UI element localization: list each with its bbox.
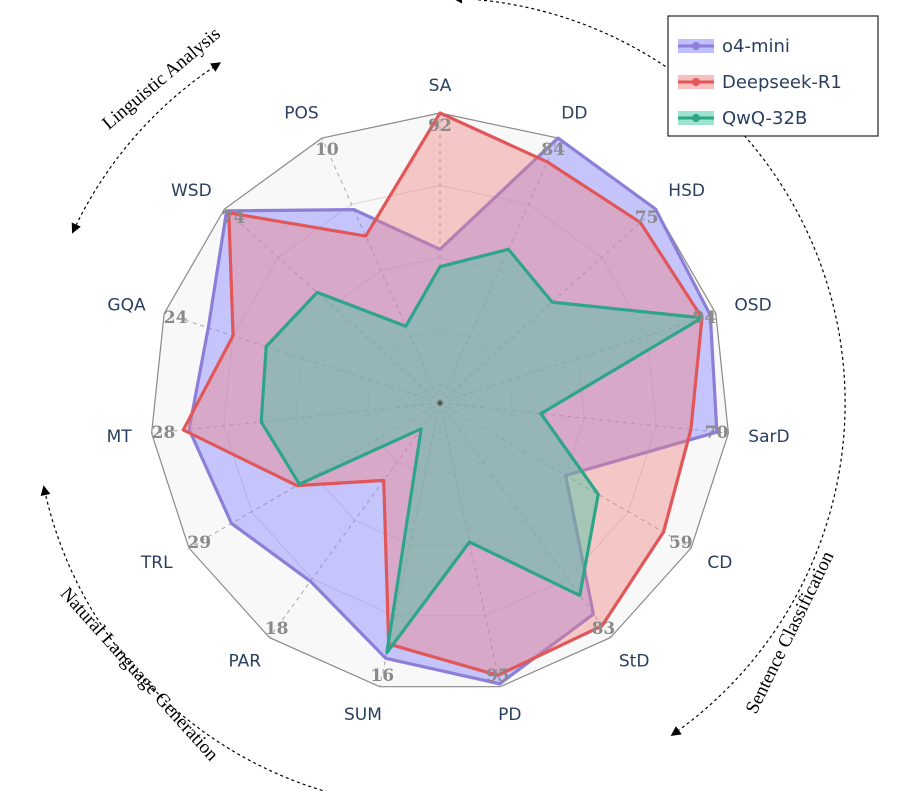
spoke-mt: [151, 402, 441, 434]
axis-max-osd: 94: [693, 308, 717, 328]
axis-max-sa: 92: [428, 116, 452, 136]
spoke-wsd: [224, 208, 441, 404]
axis-max-sum: 16: [370, 666, 394, 686]
legend-label-deepseek-r1: Deepseek-R1: [722, 72, 842, 93]
arc-sentence-classification: [452, 0, 846, 736]
axis-label-wsd: WSD: [171, 181, 212, 201]
group-label-natural-language-generation: Natural Language Generation: [56, 583, 223, 765]
axis-label-mt: MT: [107, 427, 133, 447]
axis-label-dd: DD: [561, 104, 587, 124]
axis-label-pd: PD: [498, 705, 521, 725]
axis-max-pos: 10: [315, 140, 339, 160]
axis-max-pd: 95: [486, 666, 510, 686]
axis-max-wsd: 74: [222, 208, 246, 228]
axis-max-dd: 84: [541, 140, 565, 160]
axis-max-sard: 70: [705, 423, 729, 443]
legend-marker-o4-mini: [692, 42, 700, 50]
legend-marker-qwq-32b: [692, 114, 700, 122]
axis-label-sa: SA: [429, 76, 452, 96]
axis-label-sum: SUM: [344, 705, 382, 725]
axis-label-sard: SarD: [748, 427, 789, 447]
legend-label-o4-mini: o4-mini: [722, 36, 790, 57]
axis-label-cd: CD: [707, 553, 732, 573]
axis-max-std: 83: [592, 619, 616, 639]
axis-max-trl: 29: [187, 533, 211, 553]
arc-natural-language-generation: [40, 485, 527, 791]
axis-label-pos: POS: [284, 104, 318, 124]
axis-label-osd: OSD: [734, 296, 771, 316]
axis-label-trl: TRL: [140, 553, 173, 573]
axis-label-hsd: HSD: [668, 181, 705, 201]
axis-max-cd: 59: [669, 533, 693, 553]
legend: o4-mini Deepseek-R1 QwQ-32B: [667, 15, 879, 137]
axis-max-gqa: 24: [164, 308, 188, 328]
spoke-gqa: [164, 312, 441, 404]
arc-linguistic-analysis: [71, 62, 222, 234]
group-label-linguistic-analysis: Linguistic Analysis: [98, 23, 224, 134]
axis-max-par: 18: [265, 619, 289, 639]
axis-label-std: StD: [619, 651, 650, 671]
axis-label-gqa: GQA: [107, 296, 146, 316]
axis-max-hsd: 75: [635, 208, 659, 228]
legend-marker-deepseek-r1: [692, 78, 700, 86]
center-dot: [437, 400, 443, 406]
legend-label-qwq-32b: QwQ-32B: [722, 108, 807, 129]
axis-max-mt: 28: [152, 423, 176, 443]
axis-label-par: PAR: [228, 651, 261, 671]
spoke-pos: [321, 137, 441, 404]
group-label-sentence-classification: Sentence Classification: [742, 548, 839, 717]
